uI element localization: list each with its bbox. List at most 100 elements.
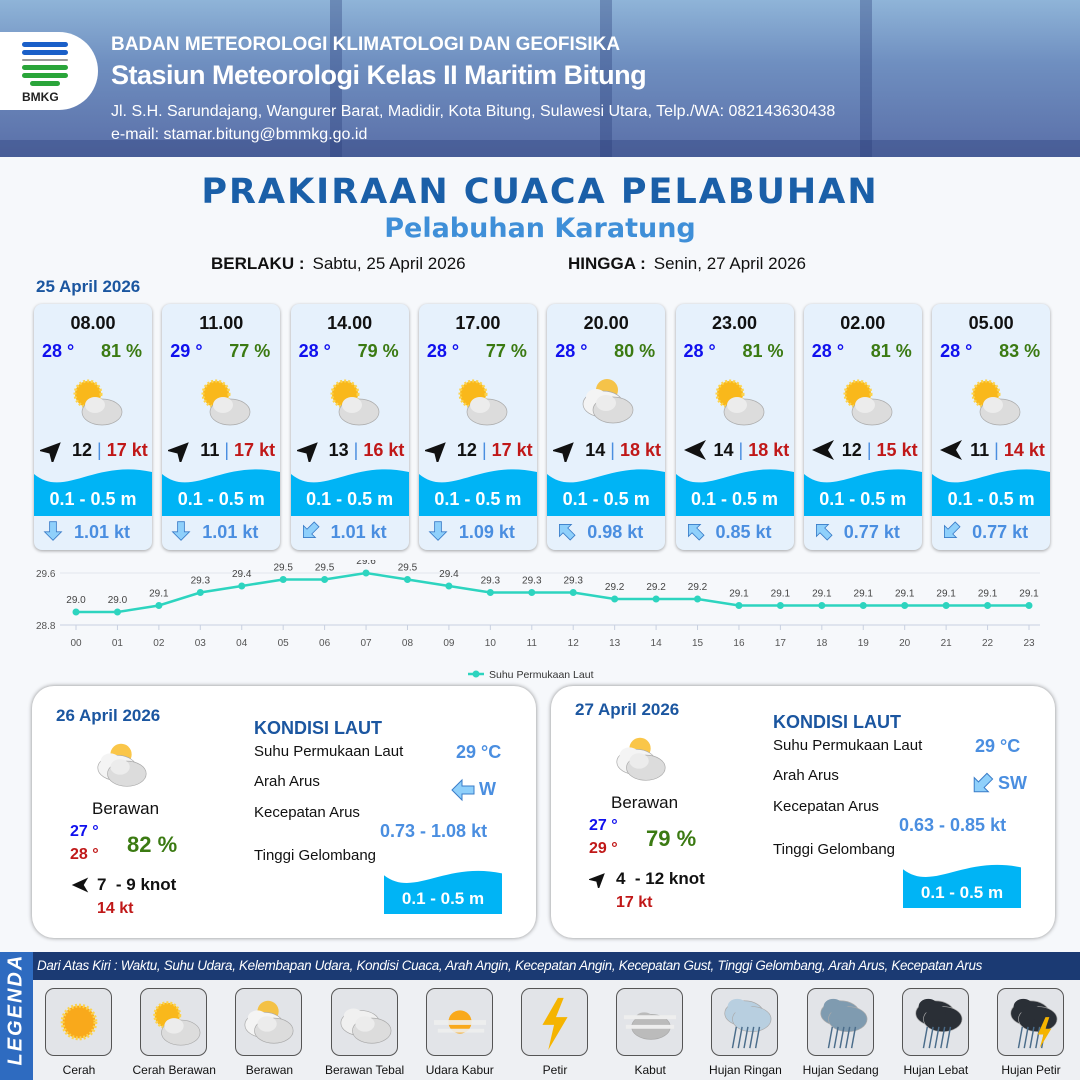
y-tick-label: 28.8: [36, 621, 56, 632]
current-speed: 1.01 kt: [74, 522, 131, 542]
x-tick-label: 06: [319, 638, 331, 649]
sst-label: Suhu Permukaan Laut: [254, 743, 404, 760]
x-tick-label: 20: [899, 638, 911, 649]
humidity: 81 %: [100, 341, 142, 361]
current-direction-icon: [427, 518, 449, 544]
legend-label: Hujan Petir: [1001, 1063, 1061, 1077]
data-label: 29.3: [191, 576, 211, 587]
current-direction-icon: [969, 771, 995, 797]
wave-icon: [290, 464, 409, 516]
wind-speed: 12 | 17 kt: [456, 440, 533, 460]
data-point: [611, 595, 619, 603]
current-direction-label: Arah Arus: [773, 767, 839, 784]
x-tick-label: 23: [1023, 638, 1035, 649]
berawan-weather-icon: [92, 736, 152, 794]
data-label: 29.1: [854, 589, 874, 600]
forecast-card: 20.00 28 ° 80 % 14 | 18 kt 0.1 - 0.5 m 0.98 k…: [547, 304, 666, 550]
humidity: 83 %: [999, 341, 1041, 361]
current-direction-icon: [555, 518, 577, 544]
data-point: [569, 589, 577, 596]
wave-height: 0.1 - 0.5 m: [306, 489, 394, 509]
sst-series-line: [76, 571, 1029, 614]
air-temperature: 29 °: [170, 341, 203, 361]
forecast-card: 08.00 28 ° 81 % 12 | 17 kt 0.1 - 0.5 m 1.01 k…: [34, 304, 152, 550]
legend-label: Suhu Permukaan Laut: [489, 669, 594, 681]
weather-condition: Berawan: [92, 799, 160, 818]
wind-speed-value: 14: [585, 440, 606, 460]
forecast-time: 11.00: [199, 313, 244, 333]
wave-icon: [675, 464, 794, 516]
forecast-card: 11.00 29 ° 77 % 11 | 17 kt 0.1 - 0.5 m 1.01 k…: [162, 304, 281, 550]
sst-value: 29 °C: [975, 736, 1021, 756]
gust-speed: 17 kt: [234, 440, 276, 460]
petir-legend-icon: [521, 988, 588, 1056]
cerah-berawan-legend-icon: [140, 988, 208, 1056]
wind-speed-value: 11: [970, 440, 990, 460]
wave-icon: [418, 464, 537, 516]
wind-speed: 12 | 15 kt: [841, 440, 918, 460]
data-point: [113, 608, 121, 616]
current-direction-icon: [940, 518, 962, 544]
data-label: 29.1: [936, 589, 956, 600]
wind-direction-icon: [938, 438, 964, 462]
forecast-time: 05.00: [968, 313, 1014, 333]
wind-speed: 13 | 16 kt: [328, 440, 405, 460]
x-tick-label: 18: [816, 638, 828, 649]
x-tick-label: 11: [527, 638, 538, 649]
wave-height: 0.1 - 0.5 m: [819, 489, 907, 509]
current-direction-icon: [170, 518, 192, 544]
current-speed: 1.01 kt: [202, 522, 259, 542]
forecast-time: 17.00: [455, 313, 501, 333]
data-point: [72, 608, 80, 616]
forecast-card: 14.00 28 ° 79 % 13 | 16 kt 0.1 - 0.5 m 1.01 k…: [290, 304, 409, 550]
min-temperature: 27 °: [70, 823, 99, 840]
wave-height: 0.1 - 0.5 m: [434, 489, 522, 509]
data-point: [155, 602, 163, 609]
wave-height: 0.1 - 0.5 m: [690, 489, 779, 509]
wind-speed-range: 7 - 9 knot: [97, 875, 177, 894]
legend-label: Kabut: [634, 1063, 666, 1077]
forecast-time: 20.00: [583, 313, 629, 333]
wind-speed-value: 12: [456, 440, 477, 460]
wind-speed: 14 | 18 kt: [713, 440, 790, 460]
data-label: 29.2: [605, 582, 625, 593]
data-label: 29.3: [563, 576, 583, 587]
forecast-card: 02.00 28 ° 81 % 12 | 15 kt 0.1 - 0.5 m 0.77 k…: [803, 304, 922, 550]
current-speed: 0.77 kt: [843, 522, 900, 542]
data-label: 29.1: [1019, 589, 1039, 600]
cerah-berawan-weather-icon: [834, 372, 896, 430]
wave-icon: [803, 464, 922, 516]
current-speed: 0.85 kt: [715, 522, 772, 542]
hujan-lebat-legend-icon: [901, 988, 969, 1056]
gust-speed: 14 kt: [1003, 440, 1045, 460]
x-tick-label: 21: [941, 638, 953, 649]
data-label: 29.4: [232, 569, 252, 580]
wave-icon: [34, 464, 152, 516]
wind-direction-icon: [294, 438, 323, 465]
data-label: 29.0: [108, 595, 128, 606]
logo-text: BMKG: [22, 90, 59, 104]
valid-from-label: BERLAKU :: [211, 254, 305, 273]
x-tick-label: 22: [982, 638, 994, 649]
station-address: Jl. S.H. Sarundajang, Wangurer Barat, Ma…: [111, 103, 836, 120]
humidity: 80 %: [614, 341, 656, 361]
data-point: [362, 569, 370, 577]
page-title: PRAKIRAAN CUACA PELABUHAN: [201, 172, 879, 212]
air-temperature: 28 °: [940, 341, 973, 361]
air-temperature: 28 °: [42, 341, 75, 361]
data-label: 29.1: [729, 589, 749, 600]
sea-condition-title: KONDISI LAUT: [773, 712, 901, 732]
legend-title: LEGENDA: [4, 953, 27, 1066]
day1-date: 25 April 2026: [36, 277, 141, 296]
wind-direction-icon: [166, 438, 194, 465]
wave-height: 0.1 - 0.5 m: [947, 489, 1035, 509]
forecast-time: 23.00: [711, 313, 758, 333]
data-point: [859, 602, 867, 609]
sst-line-chart: 28.8 29.6 00 01 02 03 04 05 06 07 08 09 10 11 12 13 14 15…: [36, 560, 1040, 681]
data-label: 29.2: [646, 582, 666, 593]
cerah-berawan-weather-icon: [321, 372, 383, 430]
hujan-sedang-legend-icon: [806, 988, 874, 1056]
current-speed-label: Kecepatan Arus: [773, 798, 879, 815]
wave-icon: [162, 464, 281, 516]
legend-label: Hujan Sedang: [802, 1063, 879, 1077]
